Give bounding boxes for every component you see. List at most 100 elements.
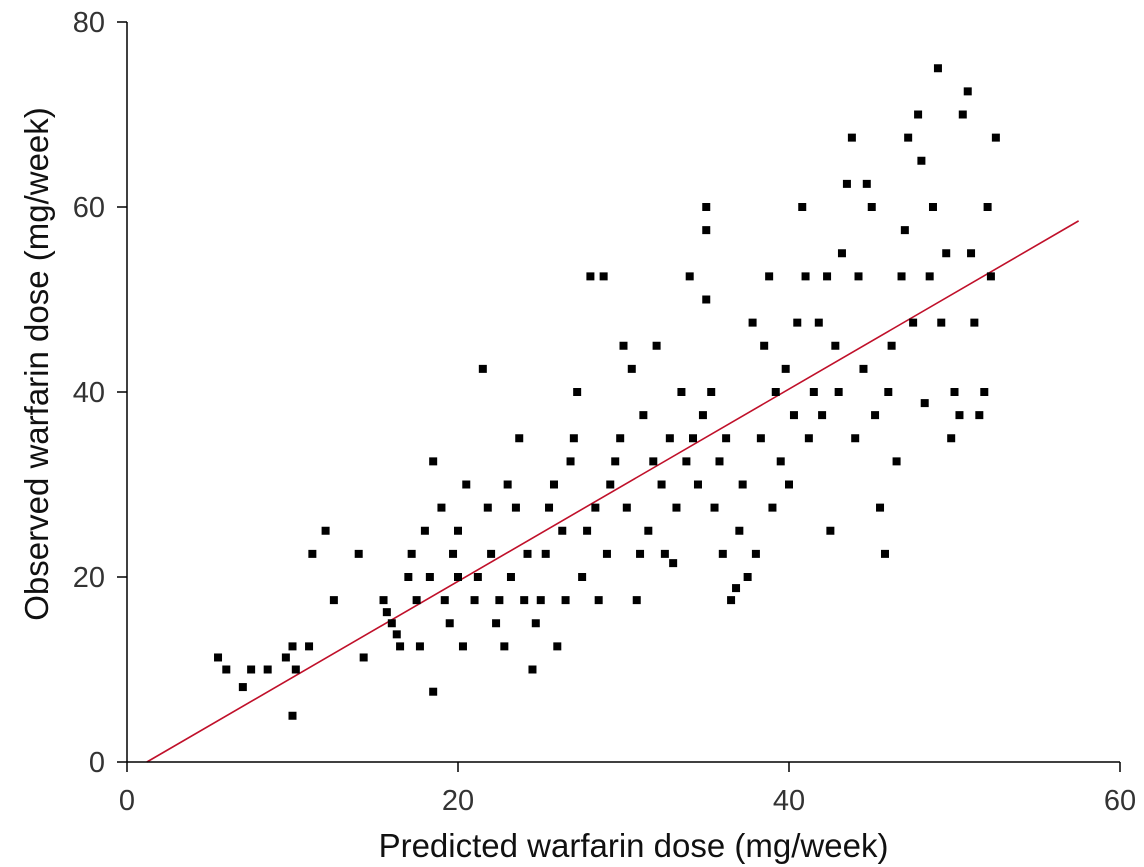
x-tick-label: 60 [1104,785,1136,817]
data-point [809,388,818,396]
data-point [771,388,780,396]
data-point [793,318,802,327]
data-point [429,457,438,466]
data-point [970,318,979,327]
data-point [702,295,711,304]
data-point [470,596,479,605]
data-point [834,388,843,396]
data-point [756,434,765,443]
data-point [672,503,681,512]
axes [126,22,1120,763]
y-tick-label: 40 [73,377,105,409]
data-point [392,630,401,639]
data-point [639,411,648,420]
data-point [937,318,946,327]
data-point [495,596,504,605]
data-point [880,549,889,558]
data-point [454,526,462,535]
data-point [528,665,537,674]
data-point [566,457,575,466]
data-point [473,573,482,581]
data-point [867,203,876,211]
data-point [503,480,512,489]
data-point [768,503,777,512]
data-point [751,549,760,558]
data-point [214,653,223,662]
data-point [983,203,992,211]
data-point [789,411,798,420]
y-tick-label: 60 [73,192,105,224]
data-point [583,526,592,535]
data-point [660,549,669,558]
data-point [933,64,942,73]
data-point [743,573,752,581]
data-point [760,341,769,350]
data-point [831,341,840,350]
data-point [458,642,467,651]
data-point [329,596,338,605]
data-point [862,179,871,188]
data-point [904,133,913,142]
data-point [669,559,678,568]
data-point [483,503,492,512]
data-point [884,388,893,396]
data-point [900,226,909,235]
data-point [735,526,744,535]
data-point [991,133,1000,142]
data-point [986,272,995,281]
data-point [950,388,959,396]
data-point [682,457,691,466]
data-point [942,249,951,258]
data-point [781,364,790,373]
data-point [407,549,416,558]
data-point [955,411,964,420]
data-point [445,619,454,628]
data-point [963,87,972,96]
data-point [693,480,702,489]
data-point [823,272,832,281]
y-axis-title: Observed warfarin dose (mg/week) [18,107,55,621]
data-point [387,619,396,628]
data-point [594,596,603,605]
data-point [412,596,421,605]
data-point [531,619,540,628]
data-point [909,318,918,327]
x-tick-label: 0 [119,785,135,817]
data-point [449,549,458,558]
data-point [545,503,554,512]
data-point [291,665,300,674]
data-point [308,549,317,558]
data-point [616,434,625,443]
data-points [214,64,1000,720]
y-tick-label: 20 [73,562,105,594]
data-point [871,411,880,420]
data-point [247,665,256,674]
data-point [404,573,413,581]
data-point [288,711,297,720]
data-point [980,388,989,396]
data-point [702,226,711,235]
x-axis-title: Predicted warfarin dose (mg/week) [379,827,889,864]
data-point [561,596,570,605]
data-point [382,608,391,617]
data-point [920,399,929,408]
data-point [429,687,438,696]
data-point [420,526,429,535]
data-point [887,341,896,350]
data-point [238,683,247,692]
data-point [536,596,545,605]
data-point [925,272,934,281]
data-point [515,434,524,443]
data-point [586,272,595,281]
data-point [437,503,446,512]
fit-line-layer [146,220,1080,763]
data-point [549,480,558,489]
data-point [487,549,496,558]
data-point [657,480,666,489]
data-point [606,480,615,489]
data-point [876,503,885,512]
data-point [842,179,851,188]
data-point [454,573,462,581]
data-point [636,549,645,558]
